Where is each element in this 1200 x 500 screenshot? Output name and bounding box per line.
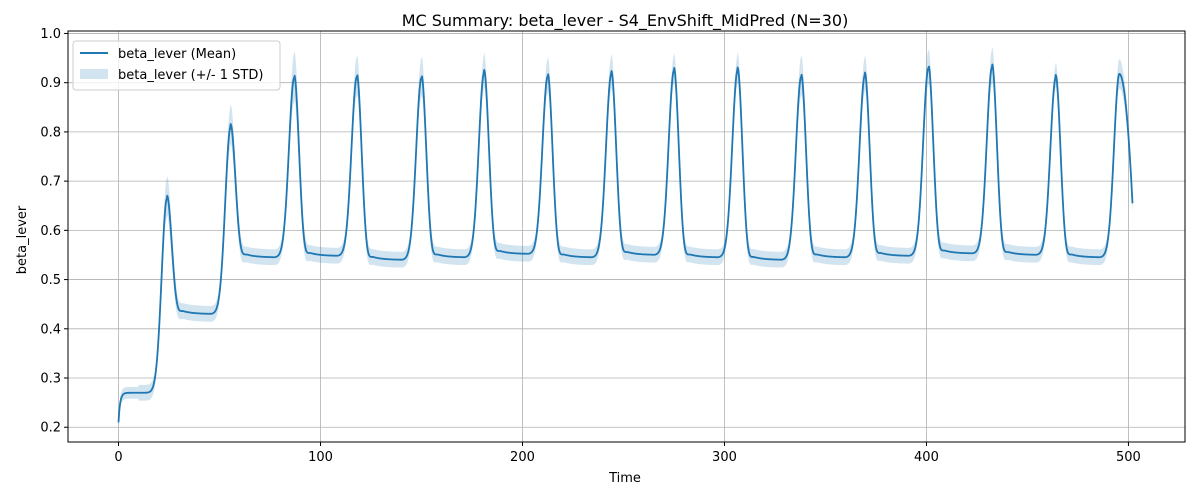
y-tick-label: 0.5	[40, 273, 61, 288]
y-tick-label: 0.2	[40, 421, 61, 436]
legend-mean-label: beta_lever (Mean)	[118, 47, 236, 62]
x-axis: 0 100 200 300 400 500	[114, 442, 1141, 465]
legend: beta_lever (Mean) beta_lever (+/- 1 STD)	[73, 41, 280, 90]
x-tick-label: 500	[1116, 450, 1141, 465]
y-tick-label: 1.0	[40, 27, 61, 42]
x-tick-label: 300	[712, 450, 737, 465]
y-tick-label: 0.3	[40, 372, 61, 387]
x-tick-label: 200	[510, 450, 535, 465]
x-tick-label: 100	[308, 450, 333, 465]
x-tick-label: 0	[114, 450, 122, 465]
legend-std-label: beta_lever (+/- 1 STD)	[118, 68, 263, 83]
y-tick-label: 0.9	[40, 76, 61, 91]
y-tick-label: 0.4	[40, 322, 61, 337]
y-tick-label: 0.8	[40, 125, 61, 140]
y-axis-label: beta_lever	[15, 205, 30, 274]
grid	[68, 31, 1185, 442]
x-tick-label: 400	[914, 450, 939, 465]
y-axis: 0.2 0.3 0.4 0.5 0.6 0.7 0.8 0.9 1.0	[40, 27, 68, 436]
plot-area	[68, 31, 1185, 442]
legend-band-swatch	[80, 69, 108, 79]
x-axis-label: Time	[608, 471, 641, 486]
y-tick-label: 0.6	[40, 224, 61, 239]
y-tick-label: 0.7	[40, 175, 61, 190]
chart-title: MC Summary: beta_lever - S4_EnvShift_Mid…	[402, 11, 849, 31]
